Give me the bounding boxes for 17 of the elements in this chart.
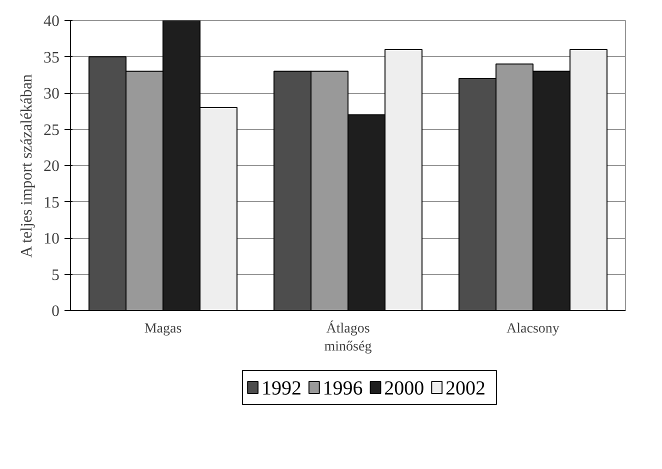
x-tick-label: Átlagos minőség bbox=[324, 320, 372, 354]
y-tick-label: 30 bbox=[44, 86, 60, 102]
y-tick-label: 10 bbox=[44, 230, 60, 248]
legend-label: 1992 bbox=[261, 378, 302, 400]
legend-label: 2000 bbox=[384, 378, 424, 400]
y-tick-label: 35 bbox=[44, 49, 60, 66]
legend-label: 2002 bbox=[445, 378, 486, 400]
x-tick-label: Magas bbox=[144, 322, 182, 336]
y-tick-label: 15 bbox=[44, 194, 60, 212]
x-tick-label: Alacsony bbox=[506, 322, 560, 336]
y-tick-label: 20 bbox=[44, 158, 60, 175]
y-tick-label: 40 bbox=[44, 13, 60, 30]
y-tick-label: 25 bbox=[44, 122, 60, 139]
y-tick-label: 0 bbox=[52, 303, 60, 320]
y-tick-label: 5 bbox=[52, 266, 60, 284]
legend-label: 1996 bbox=[322, 378, 363, 400]
y-axis-title: A teljes import százalékában bbox=[18, 74, 36, 258]
